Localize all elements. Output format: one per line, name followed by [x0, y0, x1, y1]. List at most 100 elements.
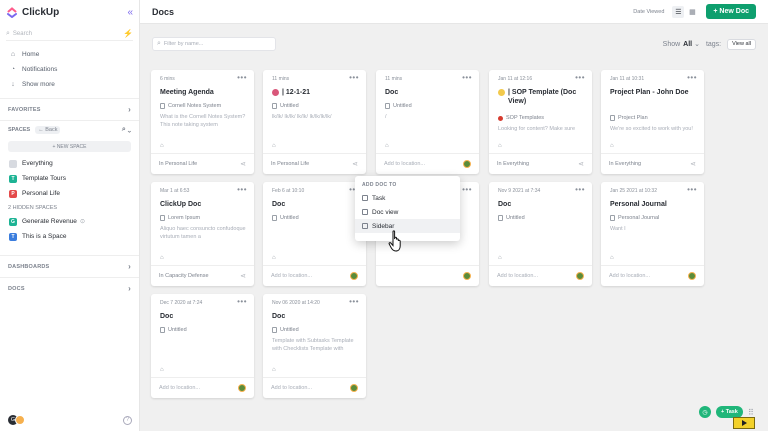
share-icon[interactable]: ⋖: [690, 161, 696, 168]
dashboards-section[interactable]: DASHBOARDS ›: [0, 255, 139, 277]
doc-card[interactable]: Feb 6 at 10:10 ••• Doc Untitled ⌂ Add to loca…: [263, 182, 366, 286]
doc-card[interactable]: Jan 11 at 10:31 ••• Project Plan - John Do…: [601, 70, 704, 174]
owner-avatar[interactable]: [576, 272, 584, 280]
favorites-label: FAVORITES: [8, 106, 41, 113]
more-options-icon[interactable]: •••: [349, 185, 359, 194]
owner-avatar[interactable]: [350, 272, 358, 280]
more-options-icon[interactable]: •••: [462, 73, 472, 82]
filter-input[interactable]: ⌕ Filter by name...: [152, 37, 276, 51]
doc-card[interactable]: Jan 11 at 12:16 ••• | SOP Template (Doc Vi…: [489, 70, 592, 174]
user-avatar[interactable]: G: [8, 415, 18, 425]
space-everything[interactable]: Everything: [0, 156, 139, 171]
card-location[interactable]: In Everything: [497, 161, 530, 167]
card-location[interactable]: In Personal Life: [271, 161, 310, 167]
nav-show-more[interactable]: ↓ Show more: [8, 77, 131, 92]
grid-view-icon[interactable]: ▦: [689, 8, 696, 16]
help-icon[interactable]: ?: [123, 415, 132, 425]
tag-icon[interactable]: ⌂: [272, 143, 276, 149]
tag-icon[interactable]: ⌂: [160, 367, 164, 373]
menu-item-label: Doc view: [372, 208, 399, 216]
more-options-icon[interactable]: •••: [575, 73, 585, 82]
list-view-icon[interactable]: ☰: [672, 5, 685, 18]
owner-avatar[interactable]: [463, 160, 471, 168]
card-location[interactable]: In Personal Life: [159, 161, 198, 167]
tag-icon[interactable]: ⌂: [610, 143, 614, 149]
more-options-icon[interactable]: •••: [237, 73, 247, 82]
owner-avatar[interactable]: [688, 272, 696, 280]
card-location[interactable]: Add to location...: [271, 273, 312, 279]
space-personal-life[interactable]: P Personal Life: [0, 186, 139, 201]
sidebar-search[interactable]: ⌕ Search ⚡: [6, 27, 133, 41]
share-icon[interactable]: ⋖: [240, 161, 246, 168]
owner-avatar[interactable]: [350, 384, 358, 392]
doc-card[interactable]: Mar 1 at 6:53 ••• ClickUp Doc Lorem Ipsum Al…: [151, 182, 254, 286]
doc-card[interactable]: 6 mins ••• Meeting Agenda Cornell Notes Sys…: [151, 70, 254, 174]
tag-icon[interactable]: ⌂: [610, 255, 614, 261]
tag-icon[interactable]: ⌂: [272, 367, 276, 373]
doc-card[interactable]: Nov 06 2020 at 14:20 ••• Doc Untitled Templa…: [263, 294, 366, 398]
menu-item-task[interactable]: Task: [355, 191, 460, 205]
spaces-tools-icon[interactable]: ⌕ ⌄: [121, 125, 131, 133]
menu-item-sidebar[interactable]: Sidebar: [355, 219, 460, 233]
share-icon[interactable]: ⋖: [352, 161, 358, 168]
more-options-icon[interactable]: •••: [575, 185, 585, 194]
more-options-icon[interactable]: •••: [237, 185, 247, 194]
card-location[interactable]: Add to location...: [497, 273, 538, 279]
doc-card[interactable]: 11 mins ••• | 12-1-21 Untitled lk/lk/ lk/lk/…: [263, 70, 366, 174]
more-options-icon[interactable]: •••: [237, 297, 247, 306]
new-task-button[interactable]: + Task: [716, 406, 743, 418]
apps-grid-icon[interactable]: ⠿: [748, 408, 754, 417]
card-location[interactable]: In Everything: [609, 161, 642, 167]
lightning-icon[interactable]: ⚡: [123, 29, 133, 38]
new-doc-button[interactable]: + New Doc: [706, 4, 756, 19]
card-location[interactable]: Add to location...: [159, 385, 200, 391]
space-avatar: P: [9, 189, 17, 198]
doc-card[interactable]: Jan 25 2021 at 10:32 ••• Personal Journal P…: [601, 182, 704, 286]
more-options-icon[interactable]: •••: [462, 185, 472, 194]
more-options-icon[interactable]: •••: [349, 297, 359, 306]
nav-notifications[interactable]: ◔ Notifications: [8, 62, 131, 77]
docs-section[interactable]: DOCS ›: [0, 277, 139, 299]
tag-icon[interactable]: ⌂: [498, 255, 502, 261]
space-this-is-a-space[interactable]: T This is a Space: [0, 229, 139, 244]
workspace-avatar[interactable]: [15, 415, 25, 425]
share-icon[interactable]: ⋖: [240, 273, 246, 280]
card-location[interactable]: Add to location...: [384, 161, 425, 167]
back-button[interactable]: ← Back: [35, 125, 61, 134]
space-generate-revenue[interactable]: G Generate Revenue ⊙: [0, 214, 139, 229]
doc-card[interactable]: Dec 7 2020 at 7:24 ••• Doc Untitled ⌂ Add to …: [151, 294, 254, 398]
chevron-down-icon: ⌄: [694, 41, 700, 48]
view-all-button[interactable]: View all: [727, 38, 756, 50]
more-options-icon[interactable]: •••: [687, 73, 697, 82]
card-page-name: Untitled: [160, 327, 248, 333]
nav-home[interactable]: ⌂ Home: [8, 47, 131, 62]
tag-icon[interactable]: ⌂: [160, 255, 164, 261]
tag-icon[interactable]: ⌂: [160, 143, 164, 149]
share-icon[interactable]: ⋖: [578, 161, 584, 168]
owner-avatar[interactable]: [238, 384, 246, 392]
menu-item-doc-view[interactable]: Doc view: [355, 205, 460, 219]
doc-card[interactable]: Nov 9 2021 at 7:34 ••• Doc Untitled ⌂ Add to …: [489, 182, 592, 286]
tag-icon[interactable]: ⌂: [385, 143, 389, 149]
sort-dropdown[interactable]: Date Viewed: [633, 8, 665, 15]
timer-icon[interactable]: ◷: [699, 406, 711, 418]
tag-icon[interactable]: ⌂: [272, 255, 276, 261]
card-location[interactable]: In Capacity Defense: [159, 273, 209, 279]
more-options-icon[interactable]: •••: [349, 73, 359, 82]
favorites-section[interactable]: FAVORITES ›: [0, 98, 139, 120]
play-icon[interactable]: [733, 417, 755, 429]
space-template-tours[interactable]: T Template Tours: [0, 171, 139, 186]
more-options-icon[interactable]: •••: [687, 185, 697, 194]
collapse-sidebar-icon[interactable]: «: [127, 6, 133, 18]
card-title-text: | SOP Template (Doc View): [508, 89, 577, 105]
new-space-button[interactable]: + NEW SPACE: [8, 141, 131, 152]
card-location[interactable]: Add to location...: [609, 273, 650, 279]
show-dropdown[interactable]: All ⌄: [683, 40, 700, 48]
document-icon: [160, 215, 165, 221]
tag-icon[interactable]: ⌂: [498, 143, 502, 149]
space-label: Template Tours: [22, 175, 66, 182]
doc-card[interactable]: 11 mins ••• Doc Untitled / ⌂ Add to location..…: [376, 70, 479, 174]
card-location[interactable]: Add to location...: [271, 385, 312, 391]
hidden-spaces-label[interactable]: 2 HIDDEN SPACES: [8, 204, 58, 211]
owner-avatar[interactable]: [463, 272, 471, 280]
